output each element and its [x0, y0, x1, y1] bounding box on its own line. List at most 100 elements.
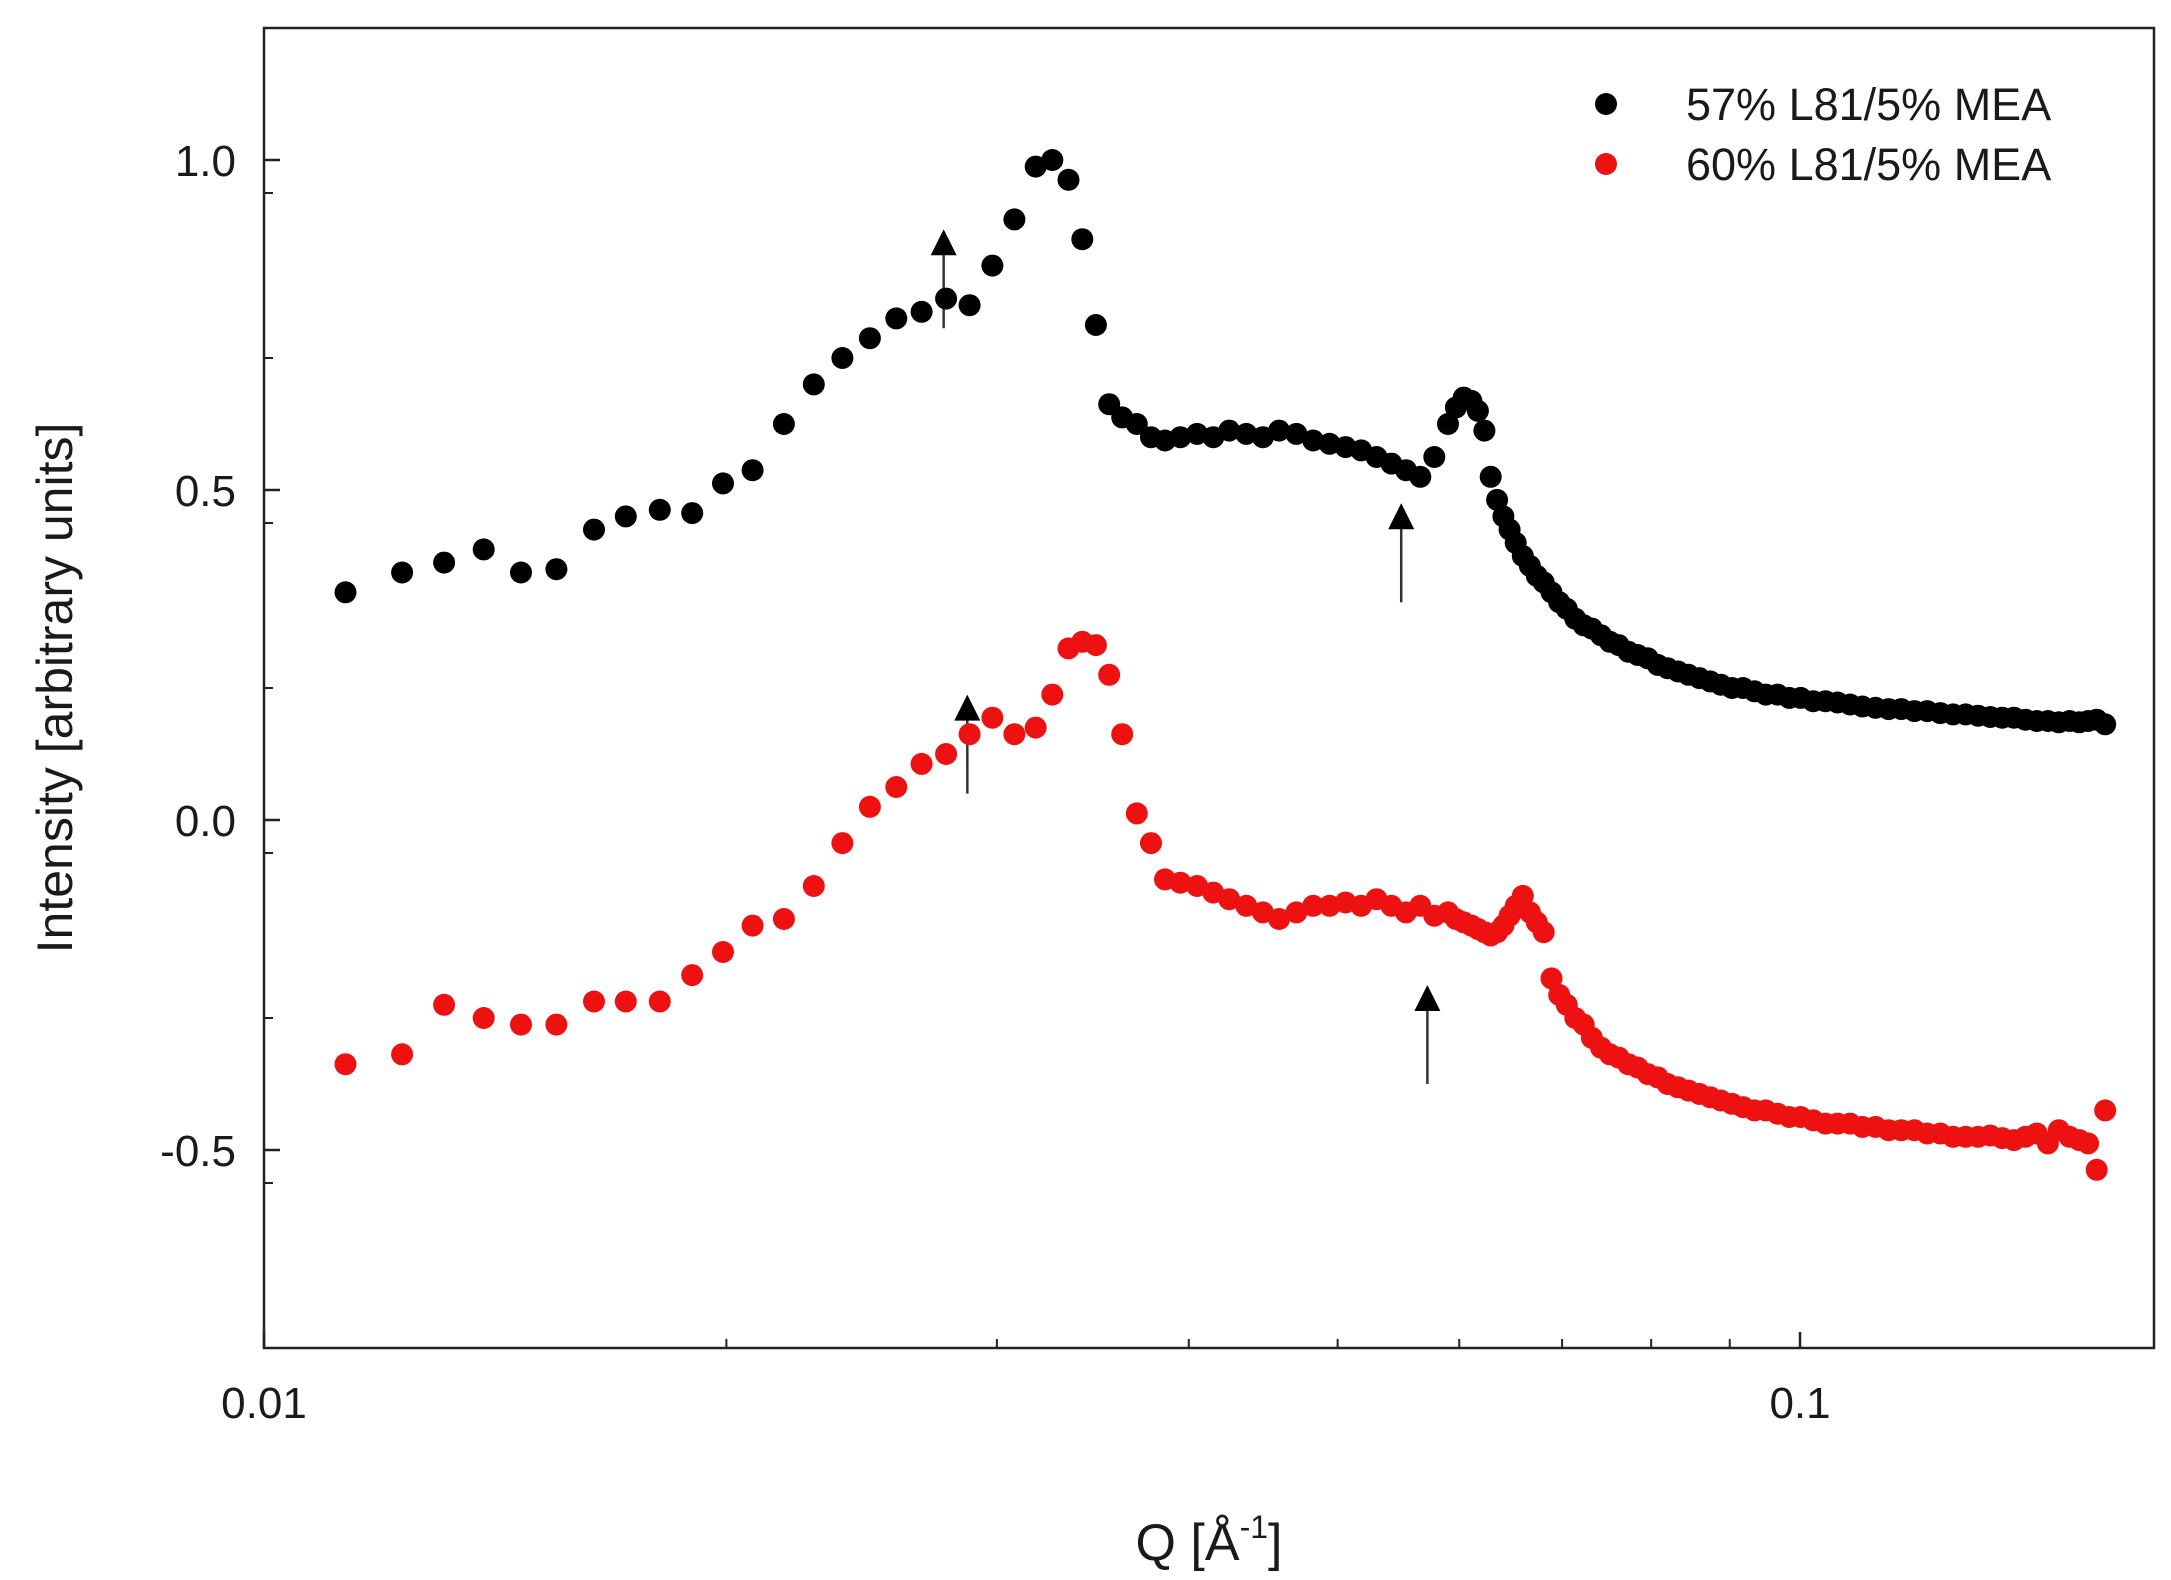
y-tick-label: 1.0 — [175, 137, 236, 186]
peak-arrow-head — [1388, 503, 1415, 530]
data-point — [1532, 921, 1555, 944]
data-point — [1003, 208, 1026, 231]
data-point — [885, 307, 908, 330]
peak-arrow-head — [1414, 985, 1441, 1011]
data-point — [1024, 716, 1047, 739]
plot-area-frame — [262, 26, 2156, 1350]
y-tick-label: 0.5 — [175, 467, 236, 516]
data-point — [1486, 488, 1509, 511]
data-point — [772, 908, 795, 930]
data-point — [545, 558, 568, 581]
data-point — [614, 505, 637, 528]
legend-label-57-percent: 57% L81/5% MEA — [1686, 79, 2051, 130]
data-point — [1423, 446, 1446, 468]
data-point — [1041, 683, 1064, 706]
data-point — [1003, 723, 1026, 746]
data-point — [910, 300, 933, 323]
data-point — [2077, 1132, 2100, 1155]
data-point — [1473, 419, 1496, 442]
legend-label-60-percent: 60% L81/5% MEA — [1686, 139, 2051, 190]
data-point — [391, 561, 414, 584]
data-point — [472, 538, 495, 561]
data-point — [1125, 802, 1148, 825]
data-point — [1302, 429, 1325, 452]
data-point — [1479, 465, 1502, 488]
data-point — [981, 254, 1004, 277]
data-point — [802, 373, 825, 396]
data-point — [433, 551, 456, 574]
legend: 57% L81/5% MEA 60% L81/5% MEA — [1595, 79, 2051, 190]
legend-marker-57-percent — [1595, 93, 1617, 115]
data-point — [334, 581, 357, 604]
data-point — [1140, 832, 1162, 855]
data-point — [614, 990, 637, 1013]
data-point — [741, 459, 764, 482]
ticks-layer: 1.0 0.5 0.0 -0.5 0.01 0.1 — [160, 137, 1830, 1428]
data-point — [1466, 399, 1489, 422]
data-point — [1218, 419, 1241, 442]
x-axis-label-superscript: -1 — [1240, 1509, 1268, 1545]
data-point — [545, 1013, 568, 1036]
data-point — [885, 776, 908, 798]
data-point — [831, 347, 854, 369]
data-point — [1071, 228, 1094, 251]
data-point — [935, 287, 958, 310]
data-point — [1125, 413, 1148, 435]
data-point — [1285, 422, 1308, 445]
legend-marker-60-percent — [1595, 153, 1617, 175]
data-point — [1235, 894, 1258, 917]
data-point — [1235, 422, 1258, 445]
data-point — [2094, 713, 2117, 736]
data-point — [583, 518, 605, 541]
y-tick-label: -0.5 — [160, 1127, 236, 1176]
data-point — [681, 502, 704, 525]
peak-arrow-head — [930, 229, 957, 256]
data-point — [712, 472, 734, 495]
data-point — [334, 1053, 357, 1076]
data-point — [1169, 871, 1192, 894]
data-point — [1098, 663, 1121, 686]
data-point — [1111, 723, 1134, 746]
data-point — [1302, 894, 1325, 917]
data-point — [1024, 155, 1047, 178]
data-point — [1285, 901, 1308, 924]
data-point — [1041, 149, 1064, 171]
x-tick-label: 0.01 — [221, 1379, 307, 1428]
data-point — [741, 914, 764, 937]
data-point — [772, 413, 795, 435]
data-point — [831, 832, 854, 855]
x-axis-label-main: Q [Å — [1136, 1514, 1240, 1572]
arrows-layer — [930, 229, 1441, 1084]
data-point — [1057, 168, 1080, 191]
data-point — [2094, 1099, 2117, 1122]
data-point — [1540, 967, 1563, 990]
data-point — [510, 561, 532, 584]
data-point — [648, 990, 671, 1013]
data-point — [935, 743, 958, 765]
x-tick-label: 0.1 — [1769, 1379, 1830, 1428]
data-point — [1437, 413, 1459, 435]
data-point — [1268, 908, 1291, 930]
data-point — [858, 795, 881, 818]
series-0-points — [334, 149, 2117, 736]
data-point — [958, 294, 981, 317]
y-tick-label: 0.0 — [175, 797, 236, 846]
data-point — [1268, 419, 1291, 442]
data-point — [910, 752, 933, 775]
data-point — [712, 941, 734, 963]
data-point — [858, 327, 881, 350]
data-point — [681, 964, 704, 987]
data-point — [1084, 634, 1107, 657]
series-layer — [334, 149, 2117, 1181]
data-point — [510, 1013, 532, 1036]
data-point — [1218, 888, 1241, 911]
data-point — [391, 1043, 414, 1066]
peak-arrow-head — [954, 694, 981, 721]
data-point — [2085, 1158, 2108, 1181]
data-point — [1409, 465, 1432, 488]
data-point — [433, 993, 456, 1016]
data-point — [802, 875, 825, 897]
data-point — [1511, 884, 1534, 907]
